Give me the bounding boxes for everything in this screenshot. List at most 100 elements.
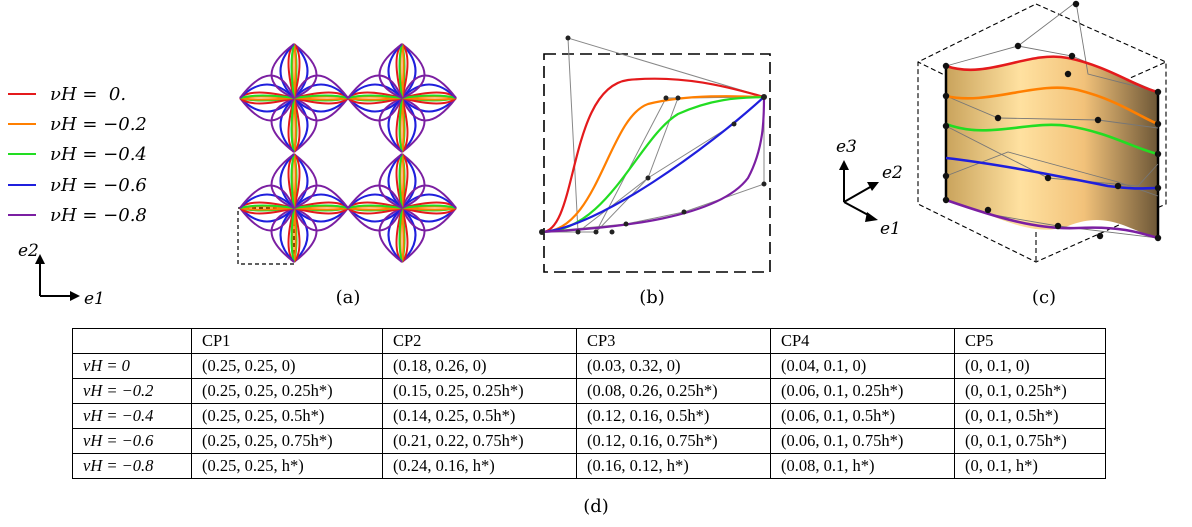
lattice-curve (293, 97, 301, 153)
lattice-curve (270, 97, 295, 153)
axis-label-e1: e1 (84, 289, 105, 309)
lattice-curve (401, 97, 457, 105)
table-cell: (0.16, 0.12, h*) (576, 453, 771, 479)
table-cell: (0.06, 0.1, 0.25h*) (770, 378, 955, 404)
lattice-curve (293, 97, 297, 153)
table-cell: (0.25, 0.25, 0) (191, 353, 383, 379)
lattice-curve (401, 94, 457, 99)
legend-item: νH = −0.4 (8, 140, 147, 168)
table-cell: (0.25, 0.25, 0.5h*) (191, 403, 383, 429)
lattice-curve (293, 153, 309, 209)
table-cell: (0.25, 0.25, 0.75h*) (191, 428, 383, 454)
legend-label: νH = −0.8 (50, 204, 147, 226)
lattice-curve (401, 207, 405, 263)
control-points (539, 35, 767, 235)
curve-nu-0-6 (541, 96, 765, 234)
lattice-curve (239, 204, 295, 209)
surface-curve-nu-0-4 (945, 122, 1159, 156)
caption-b: (b) (639, 287, 665, 308)
lattice-curve (293, 97, 349, 101)
legend-label: νH = −0.6 (50, 174, 147, 196)
table-row: νH = −0.4 (0.25, 0.25, 0.5h*) (0.14, 0.2… (72, 403, 1106, 429)
table-cell: (0.21, 0.22, 0.75h*) (382, 428, 577, 454)
lattice-curve (293, 153, 297, 209)
lattice-curve (387, 43, 403, 99)
table-cell: (0, 0.1, 0.25h*) (954, 378, 1106, 404)
lattice-curve (293, 43, 301, 99)
lattice-curve (290, 153, 295, 209)
legend-label: νH = 0. (50, 83, 127, 105)
lattice-curve (290, 207, 295, 263)
lattice-curve (279, 43, 295, 99)
table-cell: (0, 0.1, 0.5h*) (954, 403, 1106, 429)
lattice-curve (347, 207, 403, 215)
lattice-curve (279, 153, 295, 209)
surface (946, 56, 1158, 238)
table-cell: (0.24, 0.16, h*) (382, 453, 577, 479)
lattice-curve (293, 94, 349, 99)
table-cell: (0.08, 0.26, 0.25h*) (576, 378, 771, 404)
panel-c-surface (917, 0, 1167, 263)
lattice-curve (347, 204, 403, 209)
table-cell: (0, 0.1, h*) (954, 453, 1106, 479)
control-polygons (541, 37, 765, 233)
lattice-curve (239, 97, 295, 101)
table-cell: (0.06, 0.1, 0.5h*) (770, 403, 955, 429)
lattice-curve (378, 97, 403, 153)
legend-item: νH = −0.2 (8, 110, 147, 138)
axes-2d: e2 e1 (18, 241, 105, 309)
row-label: νH = −0.4 (72, 403, 192, 429)
legend-swatch (8, 93, 36, 95)
lattice-curve (401, 207, 457, 211)
lattice-curve (401, 153, 409, 209)
lattice-curve (293, 43, 318, 99)
lattice-curve (293, 207, 297, 263)
legend-item: νH = −0.6 (8, 171, 147, 199)
table-row: νH = −0.2 (0.25, 0.25, 0.25h*) (0.15, 0.… (72, 378, 1106, 404)
caption-d: (d) (583, 496, 609, 517)
curve-nu-0-4 (541, 95, 765, 234)
surface-control-points (942, 0, 1162, 242)
lattice-curve (398, 207, 403, 263)
table-row: νH = −0.6 (0.25, 0.25, 0.75h*) (0.21, 0.… (72, 428, 1106, 454)
legend: νH = 0. νH = −0.2 νH = −0.4 νH = −0.6 νH… (8, 80, 208, 230)
lattice-curve (293, 97, 318, 153)
row-label: νH = −0.8 (72, 453, 192, 479)
lattice-curve (293, 153, 318, 209)
lattice-curve (401, 97, 405, 153)
lattice-curve (347, 207, 403, 211)
table-cell: (0.12, 0.16, 0.5h*) (576, 403, 771, 429)
curve-nu-0 (541, 77, 765, 234)
lattice-curve (401, 207, 457, 215)
legend-swatch (8, 153, 36, 155)
surface-curve-nu-0 (945, 55, 1159, 94)
lattice-curve (401, 43, 426, 99)
lattice-curve (401, 153, 426, 209)
axis-label-e2: e2 (882, 163, 903, 183)
surface-curve-nu-0-2 (945, 86, 1159, 126)
lattice-curve (378, 207, 403, 263)
lattice-curve (293, 43, 297, 99)
axis-label-e1: e1 (880, 219, 901, 239)
lattice-curve (293, 204, 349, 209)
lattice-curve (401, 153, 417, 209)
table-cell: (0.12, 0.16, 0.75h*) (576, 428, 771, 454)
lattice-curve (347, 97, 403, 105)
table-header-cell: CP4 (770, 328, 955, 354)
axis-label-e2: e2 (18, 241, 39, 261)
legend-item: νH = 0. (8, 80, 126, 108)
lattice-curve (401, 97, 417, 153)
lattice-curve (290, 43, 295, 99)
lattice-curve (293, 207, 318, 263)
row-label: νH = −0.6 (72, 428, 192, 454)
lattice-curve (387, 97, 403, 153)
lattice-curve (401, 207, 417, 263)
lattice-curve (293, 207, 301, 263)
table-header-cell: CP3 (576, 328, 771, 354)
lattice-curve (290, 97, 295, 153)
table-cell: (0.25, 0.25, 0.25h*) (191, 378, 383, 404)
lattice-curve (239, 94, 295, 99)
lattice-curve (270, 43, 295, 99)
lattice-curve (279, 207, 295, 263)
lattice-curve (387, 153, 403, 209)
